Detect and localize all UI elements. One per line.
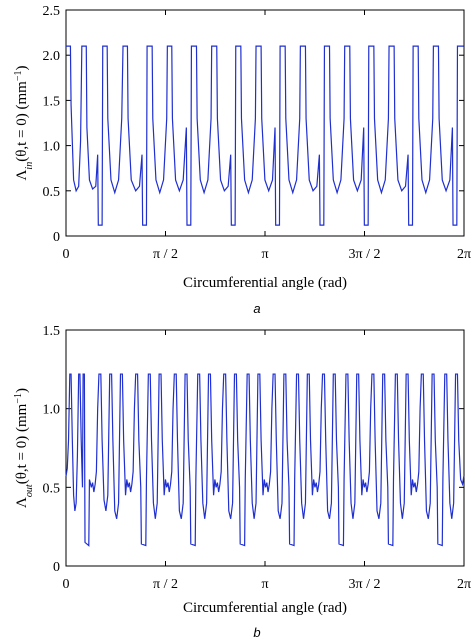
series-line <box>65 373 465 547</box>
series-a <box>66 45 464 226</box>
series-line <box>66 45 464 226</box>
x-ticks-b: 0 π / 2 π 3π / 2 2π <box>63 330 471 592</box>
y-tick-label: 1.5 <box>43 94 61 109</box>
x-tick-label: π / 2 <box>153 247 178 262</box>
y-tick-label: 0 <box>53 560 60 575</box>
series-b <box>65 373 465 547</box>
x-axis-label-a: Circumferential angle (rad) <box>183 275 347 291</box>
y-axis-label-a: Λin(θ,t = 0) (mm−1) <box>13 66 35 181</box>
x-ticks-a: 0 π / 2 π 3π / 2 2π <box>63 10 471 262</box>
x-tick-label: π <box>261 577 268 592</box>
y-tick-label: 2.0 <box>43 49 61 64</box>
x-tick-label: 2π <box>457 577 471 592</box>
chart-panel-b: 0 0.5 1.0 1.5 0 π / 2 π 3π / 2 2π Circumferenti… <box>13 324 472 640</box>
y-tick-label: 2.5 <box>43 4 61 19</box>
y-tick-label: 0.5 <box>43 481 61 496</box>
x-axis-label-b: Circumferential angle (rad) <box>183 600 347 616</box>
panel-caption-a: a <box>253 301 260 316</box>
x-tick-label: 2π <box>457 247 471 262</box>
x-tick-label: 0 <box>63 247 70 262</box>
y-axis-label-b: Λout(θ,t = 0) (mm−1) <box>13 388 35 508</box>
x-tick-label: π / 2 <box>153 577 178 592</box>
y-tick-label: 0 <box>53 230 60 245</box>
y-tick-label: 1.0 <box>43 140 61 155</box>
x-tick-label: π <box>261 247 268 262</box>
y-ticks-a: 0 0.5 1.0 1.5 2.0 2.5 <box>43 4 464 245</box>
y-tick-label: 1.5 <box>43 324 61 339</box>
plot-frame-a <box>65 9 465 237</box>
x-tick-label: 3π / 2 <box>349 577 381 592</box>
y-tick-label: 0.5 <box>43 185 61 200</box>
x-tick-label: 0 <box>63 577 70 592</box>
panel-caption-b: b <box>253 625 260 640</box>
x-tick-label: 3π / 2 <box>349 247 381 262</box>
chart-panel-a: 0 0.5 1.0 1.5 2.0 2.5 0 π / 2 π 3π / 2 2π Circumf… <box>13 4 472 316</box>
y-ticks-b: 0 0.5 1.0 1.5 <box>43 324 464 575</box>
y-tick-label: 1.0 <box>43 403 61 418</box>
plot-frame-b <box>65 329 465 567</box>
